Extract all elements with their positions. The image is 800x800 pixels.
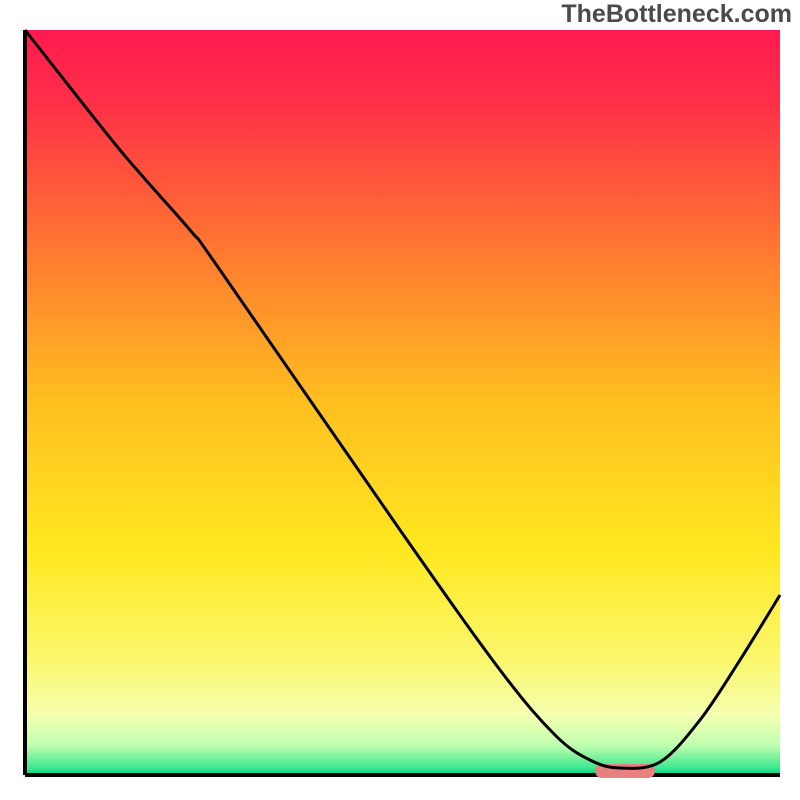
chart-container: TheBottleneck.com	[0, 0, 800, 800]
plot-background	[25, 30, 780, 775]
bottleneck-chart	[0, 0, 800, 800]
watermark-label: TheBottleneck.com	[561, 0, 792, 29]
